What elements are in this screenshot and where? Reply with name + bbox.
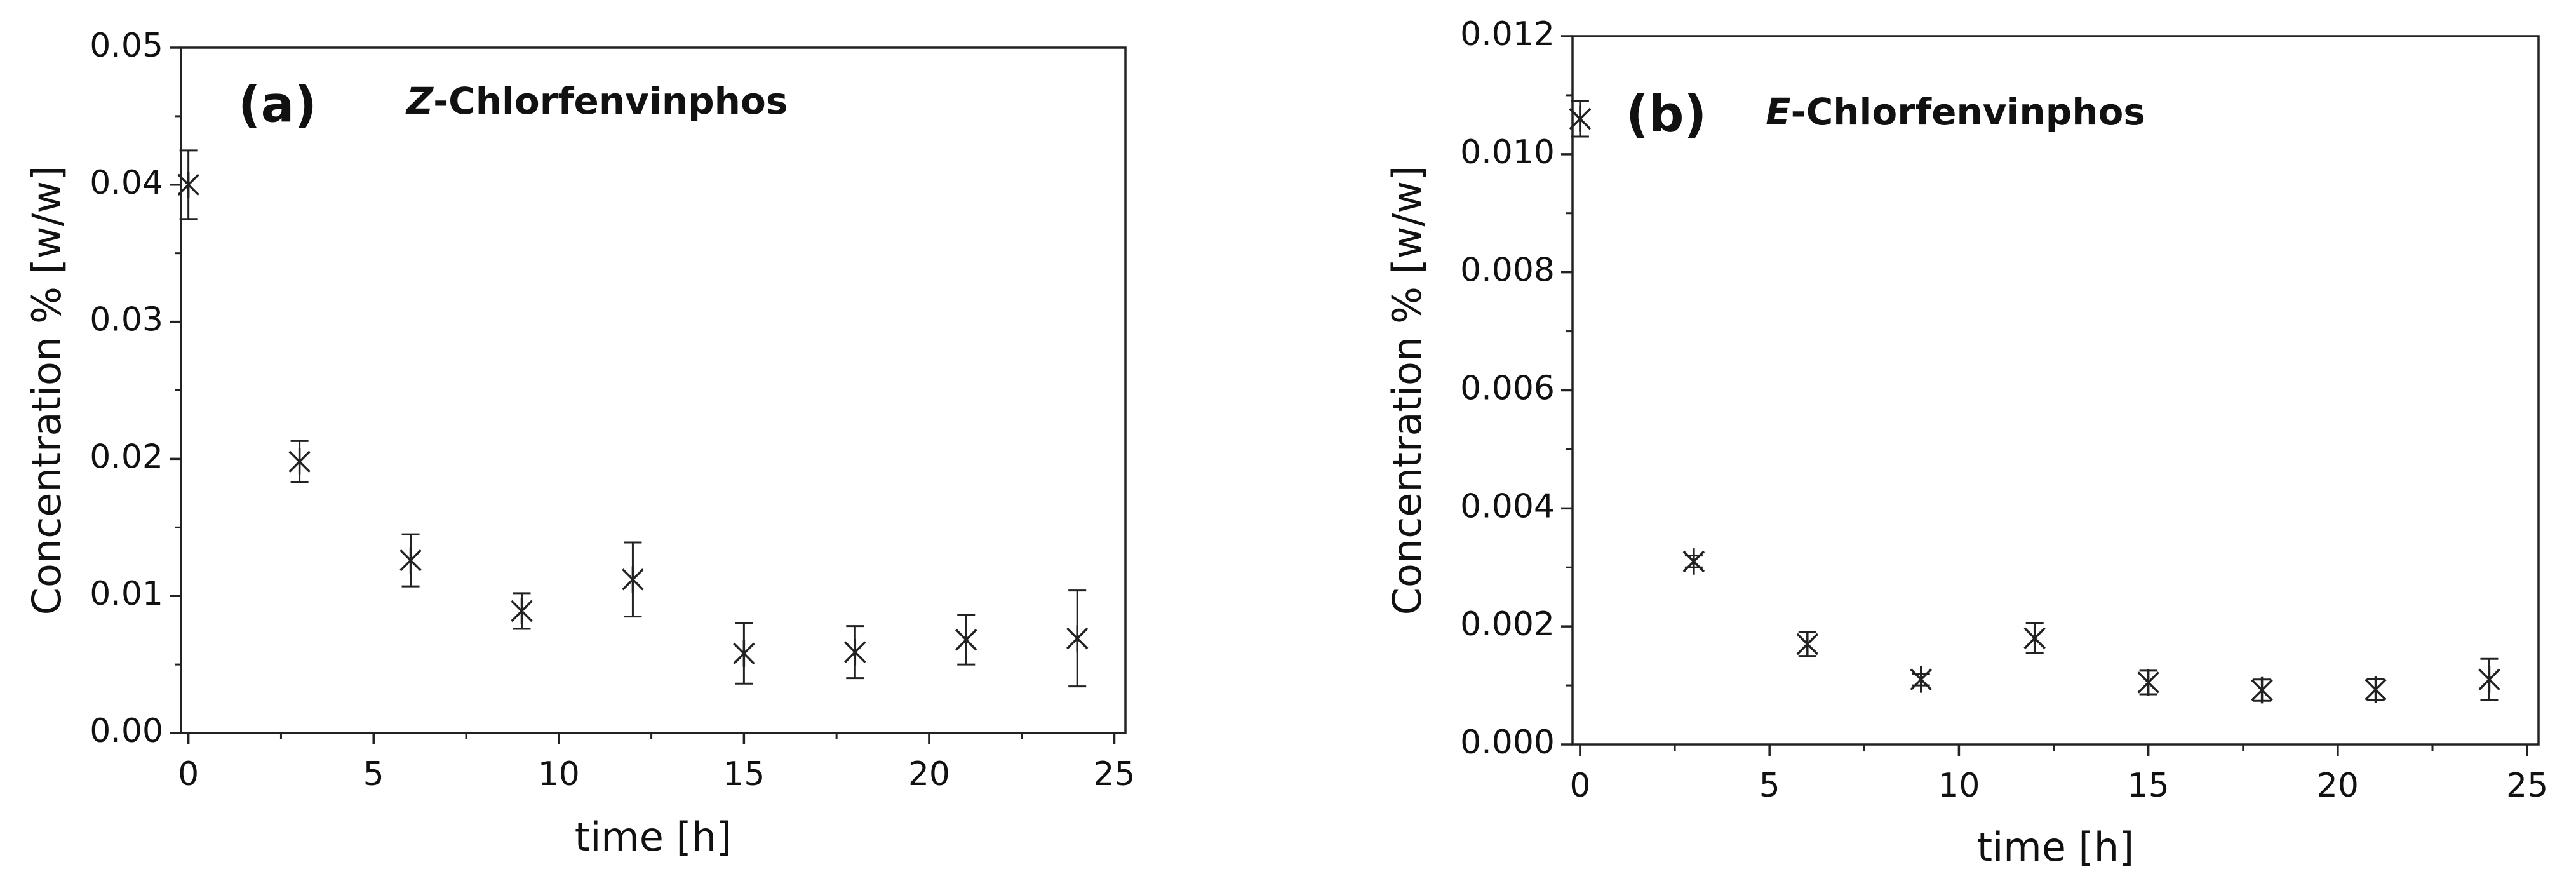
x-tick-label: 10	[538, 755, 580, 793]
marker	[622, 566, 644, 593]
plot-frame	[180, 46, 1127, 734]
y-tick-label: 0.04	[90, 164, 163, 202]
annotation: E-Chlorfenvinphos	[1766, 90, 2145, 133]
marker	[955, 626, 977, 654]
y-tick-label: 0.01	[90, 575, 163, 613]
marker	[399, 547, 422, 574]
y-tick-label: 0.000	[1460, 723, 1555, 762]
x-tick-label: 0	[178, 755, 199, 793]
x-tick-label: 20	[908, 755, 950, 793]
x-tick-label: 5	[363, 755, 384, 793]
y-tick-label: 0.03	[90, 301, 163, 339]
marker	[1910, 666, 1932, 693]
panel-label: (b)	[1626, 86, 1707, 143]
x-axis-label: time [h]	[575, 814, 732, 860]
panel-label: (a)	[238, 76, 317, 133]
y-axis-label: Concentration % [w/w]	[1384, 166, 1430, 616]
plot-frame	[1571, 35, 2540, 746]
x-axis-label: time [h]	[1977, 824, 2134, 870]
marker	[1682, 548, 1705, 575]
marker	[177, 172, 199, 198]
y-tick-label: 0.05	[90, 27, 163, 65]
y-tick-label: 0.002	[1460, 605, 1555, 643]
marker	[1066, 625, 1089, 652]
y-tick-label: 0.02	[90, 438, 163, 476]
marker	[2478, 666, 2500, 693]
y-tick-label: 0.010	[1460, 133, 1555, 172]
x-tick-label: 10	[1938, 767, 1980, 805]
y-tick-label: 0.00	[90, 712, 163, 750]
marker	[733, 640, 755, 667]
y-tick-label: 0.004	[1460, 487, 1555, 525]
marker	[288, 448, 311, 475]
marker	[2137, 669, 2159, 696]
annotation: Z-Chlorfenvinphos	[405, 79, 788, 123]
x-tick-label: 15	[2128, 767, 2170, 805]
x-tick-label: 25	[1093, 755, 1135, 793]
x-tick-label: 15	[723, 755, 765, 793]
marker	[1569, 105, 1592, 132]
x-tick-label: 20	[2317, 767, 2359, 805]
marker	[844, 638, 866, 666]
y-tick-label: 0.008	[1460, 252, 1555, 290]
marker	[2365, 676, 2387, 703]
marker	[2251, 676, 2273, 704]
x-tick-label: 0	[1569, 767, 1590, 805]
y-tick-label: 0.006	[1460, 370, 1555, 408]
x-tick-label: 5	[1759, 767, 1780, 805]
y-axis-label: Concentration % [w/w]	[23, 166, 70, 616]
marker	[511, 598, 533, 624]
x-tick-label: 25	[2506, 767, 2548, 805]
marker	[1796, 631, 1819, 657]
marker	[2023, 624, 2046, 652]
y-tick-label: 0.012	[1460, 15, 1555, 53]
